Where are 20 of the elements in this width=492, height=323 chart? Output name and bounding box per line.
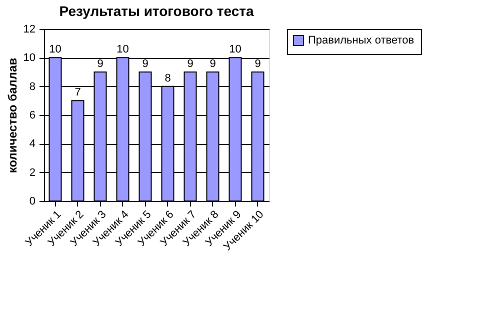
- y-tick-label: 6: [29, 110, 36, 122]
- legend-label: Правильных ответов: [308, 34, 414, 46]
- y-tick-label: 12: [23, 24, 36, 36]
- y-axis-title: количество баллав: [5, 58, 20, 174]
- data-label: 8: [164, 72, 171, 84]
- data-label: 10: [49, 44, 62, 56]
- data-label: 9: [254, 58, 261, 70]
- y-tick-label: 2: [29, 166, 36, 179]
- y-tick-label: 10: [23, 52, 36, 64]
- data-label: 10: [229, 44, 242, 56]
- data-label: 9: [97, 58, 104, 70]
- y-tick-label: 8: [29, 80, 36, 93]
- data-label: 10: [116, 44, 129, 56]
- y-tick-label: 4: [29, 138, 36, 150]
- data-label: 7: [74, 86, 81, 99]
- data-label: 9: [142, 58, 148, 70]
- y-tick-label: 0: [29, 196, 36, 208]
- data-label: 9: [210, 58, 216, 70]
- data-label: 9: [187, 58, 194, 70]
- chart-title: Результаты итогового теста: [59, 3, 254, 19]
